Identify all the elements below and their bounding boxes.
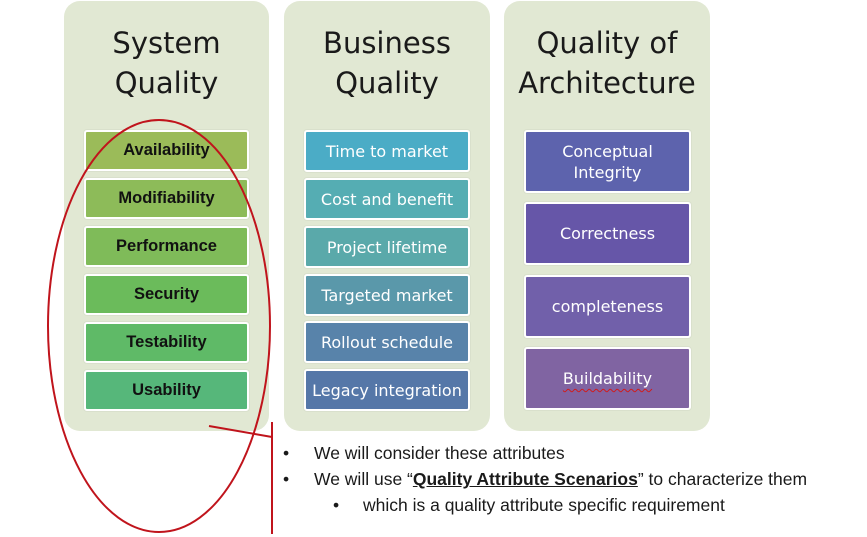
business-quality-panel: Business Quality Time to market Cost and… [284, 1, 490, 431]
business-quality-title: Business Quality [323, 26, 451, 100]
architecture-item-completeness: completeness [524, 275, 691, 338]
business-item-cost-and-benefit: Cost and benefit [304, 178, 470, 220]
system-quality-title: System Quality [112, 26, 221, 100]
architecture-item-label: Buildability [562, 369, 653, 388]
architecture-item-buildability: Buildability [524, 347, 691, 410]
architecture-item-correctness: Correctness [524, 202, 691, 265]
note-requirement-subbullet: • which is a quality attribute specific … [281, 492, 865, 518]
note-text: which is a quality attribute specific re… [363, 495, 725, 515]
system-item-availability: Availability [84, 130, 249, 171]
note-text-before: We will use “ [314, 469, 413, 489]
business-item-label: Time to market [325, 141, 449, 161]
architecture-item-label: Conceptual Integrity [562, 141, 653, 182]
business-item-legacy-integration: Legacy integration [304, 369, 470, 411]
business-item-project-lifetime: Project lifetime [304, 226, 470, 268]
business-item-label: Cost and benefit [320, 189, 454, 209]
system-item-label: Performance [116, 237, 217, 255]
business-item-time-to-market: Time to market [304, 130, 470, 172]
bullet-dot: • [333, 495, 340, 515]
business-item-targeted-market: Targeted market [304, 274, 470, 316]
architecture-quality-panel: Quality of Architecture Conceptual Integ… [504, 1, 710, 431]
system-item-security: Security [84, 274, 249, 315]
note-text: We will consider these attributes [314, 443, 565, 463]
system-item-label: Availability [123, 141, 210, 159]
note-text: We will use “Quality Attribute Scenarios… [314, 466, 807, 492]
system-item-modifiability: Modifiability [84, 178, 249, 219]
bullet-dot: • [283, 469, 290, 489]
business-item-label: Legacy integration [312, 380, 462, 400]
business-item-label: Project lifetime [326, 237, 448, 257]
architecture-item-label: Correctness [559, 224, 656, 243]
business-item-rollout-schedule: Rollout schedule [304, 321, 470, 363]
architecture-item-label: completeness [551, 297, 664, 316]
architecture-item-conceptual-integrity: Conceptual Integrity [524, 130, 691, 193]
note-use-scenarios: • We will use “Quality Attribute Scenari… [281, 466, 865, 492]
system-quality-panel: System Quality Availability Modifiabilit… [64, 1, 269, 431]
system-item-performance: Performance [84, 226, 249, 267]
system-item-label: Modifiability [118, 189, 215, 207]
note-consider-attributes: • We will consider these attributes [281, 440, 865, 466]
system-item-label: Security [133, 285, 200, 303]
quality-attribute-scenarios-emphasis: Quality Attribute Scenarios [412, 469, 638, 489]
architecture-quality-title: Quality of Architecture [518, 26, 696, 100]
note-text-after: ” to characterize them [637, 469, 808, 489]
business-item-label: Rollout schedule [320, 332, 454, 352]
notes-list: • We will consider these attributes • We… [281, 440, 865, 518]
system-item-label: Testability [126, 333, 207, 351]
business-item-label: Targeted market [321, 285, 453, 305]
system-item-usability: Usability [84, 370, 249, 411]
system-item-testability: Testability [84, 322, 249, 363]
bullet-dot: • [283, 443, 290, 463]
system-item-label: Usability [132, 381, 201, 399]
